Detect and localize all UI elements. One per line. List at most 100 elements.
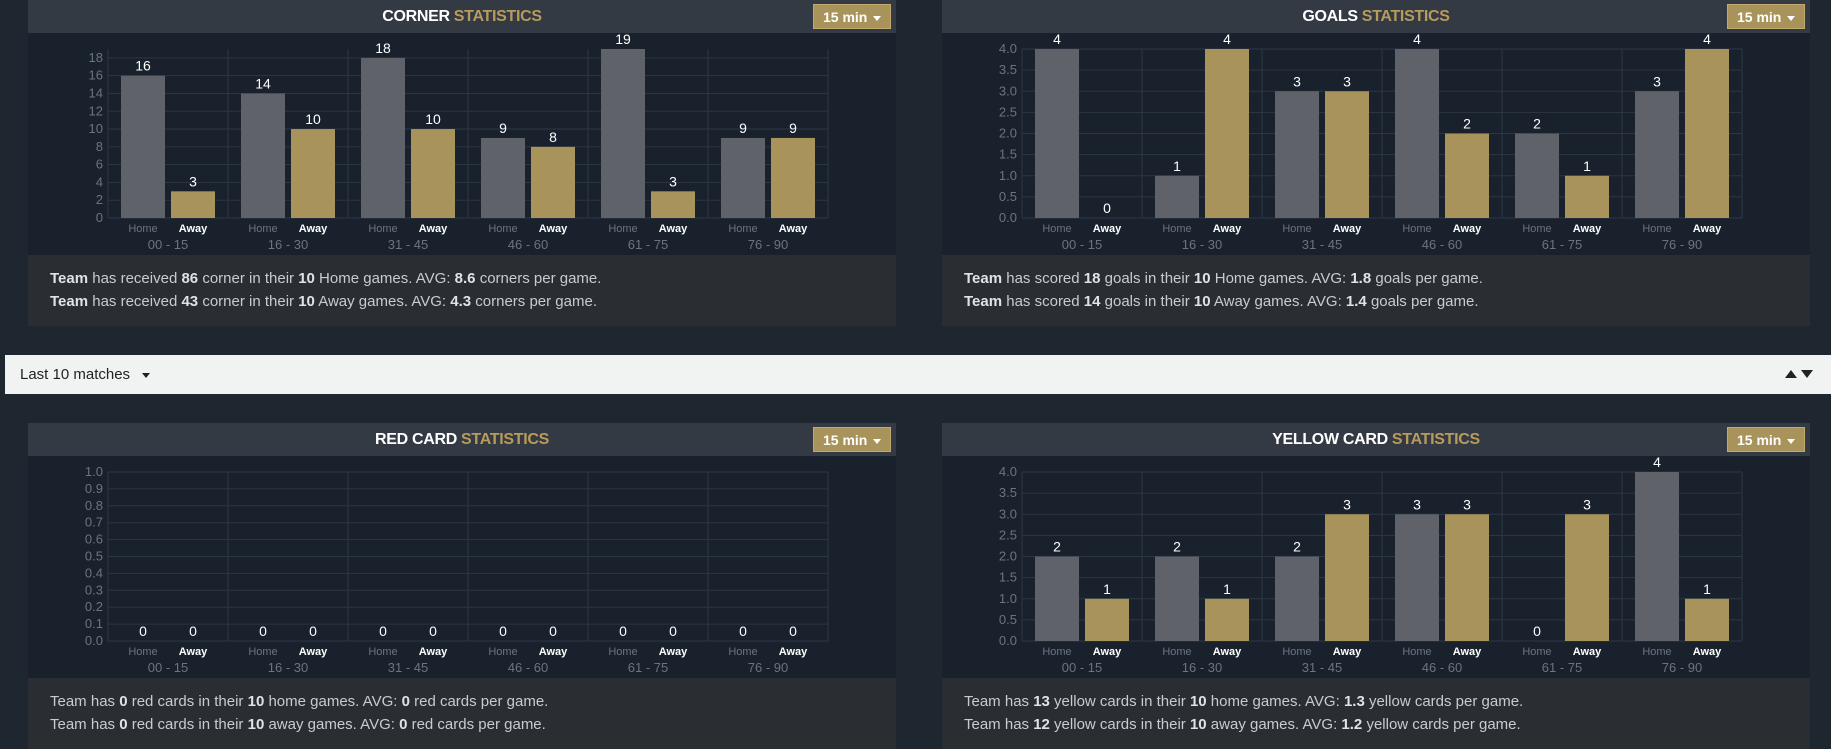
summary-text: has scored [1002,270,1084,287]
bar-home[interactable] [1275,556,1319,642]
summary-text: corners per game. [471,293,597,310]
series-label: Home [608,646,637,658]
y-tick-label: 10 [89,121,103,136]
summary-text: Home games. AVG: [1210,270,1351,287]
bar-value-label: 0 [139,623,147,639]
summary-text: red cards per game. [407,716,546,733]
summary-value: 10 [1189,693,1207,710]
series-label: Home [1042,646,1071,658]
bar-home[interactable] [481,137,525,218]
bar-home[interactable] [1275,91,1319,218]
bar-away[interactable] [1325,91,1369,218]
collapse-toggle-icon[interactable] [1785,370,1815,382]
panel-header: CORNER STATISTICS 15 min [28,0,896,33]
y-tick-label: 2.5 [999,527,1017,542]
summary-line: Team has 0 red cards in their 10 home ga… [50,690,896,713]
summary-value: 10 [1193,293,1211,310]
bar-away[interactable] [531,146,575,218]
caret-down-icon [142,373,150,378]
bar-home[interactable] [721,137,765,218]
y-tick-label: 2.0 [999,126,1017,141]
bar-value-label: 9 [789,120,797,136]
summary-value: 0 [119,716,128,733]
summary-text: yellow cards per game. [1362,716,1521,733]
bar-away[interactable] [1445,133,1489,219]
summary-text: has scored [1002,293,1084,310]
summary-value: 10 [1189,716,1207,733]
series-label: Away [1333,646,1362,658]
bar-home[interactable] [241,93,285,218]
y-tick-label: 1.5 [999,570,1017,585]
bar-value-label: 2 [1173,539,1181,555]
bar-value-label: 4 [1413,33,1421,47]
red-card-statistics-panel: RED CARD STATISTICS 15 min 0.0 0.1 0.2 0.3 0.… [28,423,896,749]
summary-text: red cards per game. [409,693,549,710]
bar-home[interactable] [361,57,405,218]
series-label: Home [1642,223,1671,235]
summary-value: 10 [1193,270,1211,287]
summary-value: 14 [1083,293,1101,310]
bar-value-label: 1 [1583,158,1591,174]
interval-dropdown-button[interactable]: 15 min [813,4,891,29]
bar-away[interactable] [171,191,215,218]
bar-home[interactable] [1635,472,1679,641]
interval-dropdown-button[interactable]: 15 min [1727,4,1805,29]
bar-value-label: 4 [1703,33,1711,47]
bar-away[interactable] [1205,598,1249,641]
y-tick-label: 0.2 [85,599,103,614]
y-tick-label: 0.5 [999,612,1017,627]
corner-bar-chart: 0 2 4 6 8 10 12 14 16 18 16 Home 3 Away 00 - 15 14 Home 1… [89,33,829,252]
interval-dropdown-button[interactable]: 15 min [1727,427,1805,452]
y-tick-label: 3.0 [999,506,1017,521]
last-matches-dropdown[interactable]: Last 10 matches [20,366,131,383]
series-label: Home [1282,223,1311,235]
interval-dropdown-button[interactable]: 15 min [813,427,891,452]
bar-away[interactable] [291,129,335,218]
y-tick-label: 2 [96,192,103,207]
arrow-down-icon [1801,370,1813,378]
bar-away[interactable] [1565,514,1609,641]
category-label: 46 - 60 [508,237,548,252]
bar-away[interactable] [651,191,695,218]
summary-value: 86 [181,270,199,287]
bar-away[interactable] [1325,514,1369,641]
bar-value-label: 4 [1223,33,1231,47]
bar-home[interactable] [1155,175,1199,218]
bar-away[interactable] [1205,49,1249,218]
bar-away[interactable] [411,129,455,218]
bar-home[interactable] [1155,556,1199,642]
series-label: Home [1642,646,1671,658]
bar-value-label: 9 [499,120,507,136]
bar-home[interactable] [1395,514,1439,641]
bar-home[interactable] [121,75,165,219]
bar-home[interactable] [1635,91,1679,218]
bar-value-label: 2 [1463,116,1471,132]
bar-value-label: 10 [425,111,441,127]
bar-away[interactable] [1565,175,1609,218]
bar-away[interactable] [1685,49,1729,218]
series-label: Away [179,646,208,658]
summary-value: 4.3 [450,293,472,310]
bar-away[interactable] [1685,598,1729,641]
bar-away[interactable] [1445,514,1489,641]
goals-summary: Team has scored 18 goals in their 10 Hom… [942,255,1810,326]
bar-home[interactable] [1515,133,1559,219]
y-tick-label: 14 [89,85,103,100]
bar-home[interactable] [1035,556,1079,642]
y-tick-label: 2.0 [999,549,1017,564]
corner-statistics-panel: CORNER STATISTICS 15 min 0 2 4 6 8 10 12 14 16 18 1… [28,0,896,326]
y-tick-label: 3.5 [999,62,1017,77]
bar-away[interactable] [1085,598,1129,641]
bar-home[interactable] [1395,49,1439,218]
bar-value-label: 1 [1223,581,1231,597]
bar-home[interactable] [601,49,645,218]
bar-value-label: 0 [499,623,507,639]
category-label: 00 - 15 [1062,660,1102,675]
summary-text: yellow cards in their [1049,693,1190,710]
bar-away[interactable] [771,137,815,218]
summary-text: corner in their [198,270,299,287]
series-label: Away [1213,223,1242,235]
bar-home[interactable] [1035,49,1079,218]
bar-value-label: 18 [375,40,391,56]
panel-title: GOALS STATISTICS [942,0,1810,33]
